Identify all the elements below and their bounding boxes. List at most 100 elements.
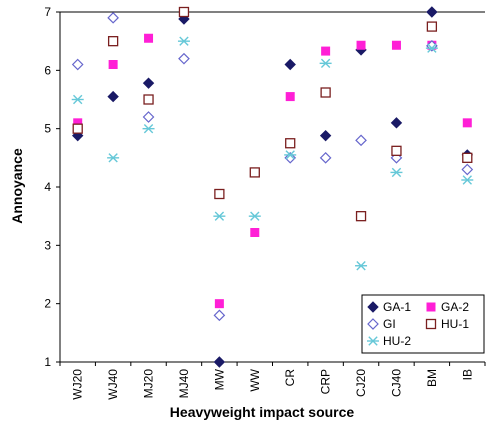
asterisk-stroke <box>368 336 378 346</box>
x-tick-label: CJ20 <box>354 369 368 397</box>
x-tick-label: MW <box>212 368 226 390</box>
point-hu-1 <box>72 123 83 134</box>
point-ga-1 <box>284 58 296 71</box>
asterisk-stroke <box>356 261 366 271</box>
y-tick-label: 4 <box>44 180 51 194</box>
y-tick-label: 7 <box>44 5 51 19</box>
point-ga-1 <box>142 77 155 89</box>
point-ga-2 <box>250 228 260 237</box>
asterisk-stroke <box>462 175 472 185</box>
point-hu-2 <box>355 261 368 271</box>
point-gi <box>107 11 119 24</box>
point-ga-2 <box>356 40 366 50</box>
asterisk-stroke <box>179 36 189 46</box>
point-ga-1 <box>319 129 332 142</box>
point-hu-2 <box>177 36 190 46</box>
x-tick-label: WJ20 <box>71 369 85 400</box>
point-hu-2 <box>142 123 155 134</box>
y-tick-label: 2 <box>44 297 51 311</box>
y-axis-ticks: 1 2 3 4 5 6 7 <box>44 5 60 369</box>
point-ga-2 <box>462 118 472 128</box>
point-gi <box>461 163 474 176</box>
legend: GA-1 GA-2 GI HU-1 HU-2 <box>361 294 485 354</box>
point-gi <box>178 52 190 65</box>
y-tick-label: 6 <box>44 63 51 77</box>
point-hu-2 <box>213 211 226 221</box>
point-hu-1 <box>249 167 260 178</box>
point-ga-1 <box>426 6 438 18</box>
x-axis-title: Heavyweight impact source <box>170 404 355 420</box>
point-gi <box>355 134 367 147</box>
point-hu-2 <box>284 150 297 160</box>
asterisk-stroke <box>427 43 437 53</box>
point-gi <box>319 151 332 164</box>
point-hu-1 <box>107 36 119 47</box>
data-points <box>71 6 474 368</box>
legend-marker-ga-1 <box>367 301 379 313</box>
point-gi <box>213 309 226 322</box>
point-hu-1 <box>285 138 296 149</box>
point-hu-1 <box>320 87 331 98</box>
legend-marker-ga-2 <box>426 302 436 312</box>
asterisk-stroke <box>108 153 118 163</box>
x-tick-label: IB <box>460 369 474 380</box>
point-hu-1 <box>462 152 473 163</box>
y-tick-label: 3 <box>44 238 51 252</box>
legend-label-ga-1: GA-1 <box>383 300 411 314</box>
point-hu-2 <box>390 167 403 178</box>
point-hu-2 <box>71 94 84 105</box>
point-ga-1 <box>107 90 119 103</box>
point-hu-1 <box>143 94 154 105</box>
x-tick-label: WJ40 <box>106 369 120 400</box>
asterisk-stroke <box>250 211 260 221</box>
x-tick-label: WW <box>248 368 262 391</box>
x-tick-label: CRP <box>319 369 333 394</box>
y-axis-title: Annoyance <box>9 148 25 224</box>
legend-label-hu-2: HU-2 <box>383 334 411 348</box>
point-hu-2 <box>319 58 332 69</box>
asterisk-stroke <box>214 211 225 221</box>
point-ga-2 <box>391 40 401 50</box>
point-hu-2 <box>248 211 261 221</box>
point-ga-1 <box>390 117 403 129</box>
point-ga-2 <box>144 33 154 43</box>
point-hu-1 <box>426 21 438 32</box>
point-hu-2 <box>425 43 438 53</box>
y-tick-label: 1 <box>44 355 51 369</box>
legend-label-gi: GI <box>383 317 396 331</box>
asterisk-stroke <box>143 123 154 134</box>
point-ga-2 <box>73 118 83 128</box>
x-tick-label: MJ40 <box>177 369 191 399</box>
point-ga-2 <box>285 92 295 102</box>
legend-marker-gi <box>367 318 379 330</box>
point-hu-1 <box>355 211 367 222</box>
point-ga-1 <box>213 356 226 368</box>
legend-marker-hu-2 <box>367 336 379 346</box>
point-hu-1 <box>391 145 402 156</box>
point-hu-2 <box>107 153 120 163</box>
asterisk-stroke <box>73 94 83 105</box>
point-ga-2 <box>321 46 331 56</box>
legend-label-hu-1: HU-1 <box>441 317 469 331</box>
asterisk-stroke <box>391 167 402 178</box>
legend-label-ga-2: GA-2 <box>441 300 469 314</box>
legend-box <box>361 294 485 354</box>
point-hu-1 <box>214 188 225 200</box>
x-tick-label: BM <box>425 369 439 387</box>
point-ga-2 <box>214 299 224 309</box>
x-axis-ticks: WJ20 WJ40 MJ20 MJ40 MW WW CR CRP CJ20 CJ40 BM IB <box>59 362 486 400</box>
x-tick-label: CJ40 <box>389 369 403 397</box>
x-tick-label: MJ20 <box>142 369 156 399</box>
y-tick-label: 5 <box>44 122 51 136</box>
asterisk-stroke <box>285 150 295 160</box>
legend-marker-hu-1 <box>425 318 437 330</box>
point-gi <box>71 58 84 71</box>
x-tick-label: CR <box>283 369 297 387</box>
point-ga-2 <box>108 60 118 69</box>
point-gi <box>142 111 155 123</box>
asterisk-stroke <box>320 58 331 69</box>
point-hu-1 <box>178 6 190 18</box>
point-hu-2 <box>461 175 474 185</box>
